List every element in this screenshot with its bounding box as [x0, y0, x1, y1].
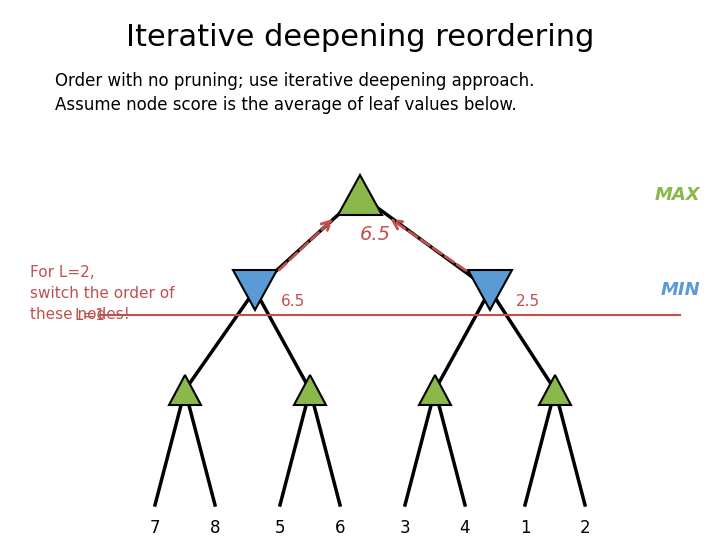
- Text: Order with no pruning; use iterative deepening approach.
Assume node score is th: Order with no pruning; use iterative dee…: [55, 72, 534, 113]
- Polygon shape: [338, 175, 382, 215]
- Text: 5: 5: [275, 519, 285, 537]
- Text: Iterative deepening reordering: Iterative deepening reordering: [126, 24, 594, 52]
- Text: 6.5: 6.5: [281, 294, 305, 309]
- Text: 2: 2: [580, 519, 590, 537]
- Text: 7: 7: [150, 519, 161, 537]
- Text: MIN: MIN: [660, 281, 700, 299]
- Polygon shape: [539, 375, 571, 405]
- Polygon shape: [233, 270, 277, 310]
- Polygon shape: [169, 375, 201, 405]
- Text: L=1: L=1: [75, 307, 106, 322]
- Polygon shape: [468, 270, 512, 310]
- Text: MAX: MAX: [654, 186, 700, 204]
- Text: 8: 8: [210, 519, 220, 537]
- Text: For L=2,
switch the order of
these nodes!: For L=2, switch the order of these nodes…: [30, 265, 174, 322]
- Polygon shape: [419, 375, 451, 405]
- Text: 4: 4: [460, 519, 470, 537]
- Text: 1: 1: [520, 519, 531, 537]
- Text: 6.5: 6.5: [359, 226, 390, 245]
- Text: 2.5: 2.5: [516, 294, 540, 309]
- Text: 6: 6: [335, 519, 346, 537]
- Text: 3: 3: [400, 519, 410, 537]
- Polygon shape: [294, 375, 326, 405]
